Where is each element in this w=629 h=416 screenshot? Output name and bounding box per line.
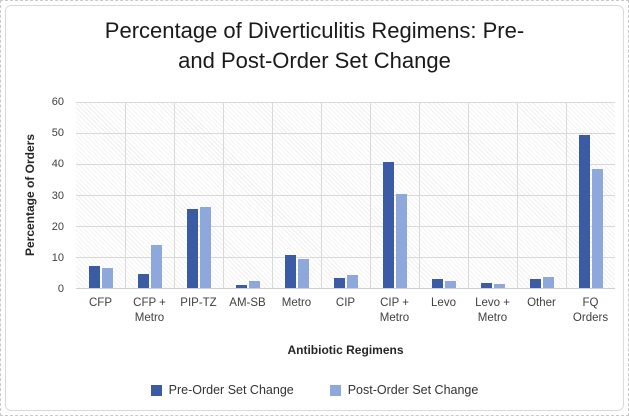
x-axis-tick: CFP	[89, 297, 112, 309]
legend-item-post: Post-Order Set Change	[329, 383, 479, 397]
bar	[333, 278, 345, 288]
bar-group	[321, 102, 370, 288]
bar	[88, 266, 100, 288]
bar	[382, 162, 394, 288]
y-axis: 0 10 20 30 40 50 60	[38, 96, 70, 295]
bar-group	[468, 102, 517, 288]
bar	[199, 206, 211, 288]
gridline-vertical	[370, 102, 371, 288]
x-axis-tick: FQ Orders	[572, 297, 609, 324]
bar	[578, 134, 590, 288]
gridline-vertical	[125, 102, 126, 288]
x-axis-tick: PIP-TZ	[180, 297, 217, 309]
bar	[591, 168, 603, 288]
bars-layer	[76, 102, 615, 288]
bar	[431, 279, 443, 288]
bar	[150, 244, 162, 288]
bar	[480, 282, 492, 288]
gridline-vertical	[272, 102, 273, 288]
legend: Pre-Order Set Change Post-Order Set Chan…	[0, 383, 629, 397]
bar	[101, 268, 113, 288]
gridline-vertical	[174, 102, 175, 288]
x-axis-tick: Levo + Metro	[475, 297, 510, 324]
gridline-horizontal	[76, 164, 615, 165]
gridline-vertical	[321, 102, 322, 288]
bar-group	[223, 102, 272, 288]
bar	[444, 280, 456, 288]
x-axis-tick: CFP + Metro	[133, 297, 166, 324]
y-axis-tick: 30	[51, 189, 64, 202]
bar-group	[125, 102, 174, 288]
x-axis-tick: Other	[527, 297, 556, 309]
x-axis-tick: Metro	[281, 297, 312, 309]
y-axis-tick: 50	[51, 127, 64, 140]
legend-label-pre: Pre-Order Set Change	[168, 383, 294, 397]
x-axis: CFP CFP + Metro PIP-TZ AM-SB Metro CIP CIP + M…	[76, 296, 615, 326]
bar-group	[517, 102, 566, 288]
legend-item-pre: Pre-Order Set Change	[150, 383, 294, 397]
chart-title: Percentage of Diverticulitis Regimens: P…	[104, 18, 525, 73]
bar	[186, 209, 198, 288]
bar	[529, 279, 541, 288]
bar	[542, 276, 554, 288]
bar-group	[566, 102, 615, 288]
legend-label-post: Post-Order Set Change	[347, 383, 479, 397]
x-axis-tick: CIP	[335, 297, 356, 309]
bar	[493, 283, 505, 288]
pre-series-swatch-icon	[150, 384, 162, 396]
bar	[346, 274, 358, 288]
bar-group	[272, 102, 321, 288]
bar	[284, 254, 296, 288]
gridline-vertical	[468, 102, 469, 288]
plot-area	[76, 102, 615, 289]
gridline-vertical	[419, 102, 420, 288]
y-axis-tick: 0	[57, 283, 64, 295]
bar-group	[174, 102, 223, 288]
gridline-horizontal	[76, 226, 615, 227]
x-axis-tick: Levo	[431, 297, 456, 309]
x-axis-title: Antibiotic Regimens	[287, 343, 404, 357]
y-axis-tick: 10	[51, 251, 64, 264]
y-axis-tick: 20	[51, 220, 64, 233]
bar	[137, 273, 149, 288]
gridline-vertical	[517, 102, 518, 288]
gridline-horizontal	[76, 102, 615, 103]
y-axis-tick: 60	[51, 96, 64, 108]
bar-group	[370, 102, 419, 288]
gridline-vertical	[223, 102, 224, 288]
gridline-horizontal	[76, 133, 615, 134]
x-axis-tick: AM-SB	[229, 297, 266, 309]
bar	[297, 259, 309, 288]
y-axis-tick: 40	[51, 158, 64, 171]
gridline-vertical	[566, 102, 567, 288]
bar	[235, 285, 247, 288]
y-axis-title: Percentage of Orders	[23, 133, 37, 257]
post-series-swatch-icon	[329, 384, 341, 396]
gridline-horizontal	[76, 257, 615, 258]
gridline-horizontal	[76, 195, 615, 196]
x-axis-tick: CIP + Metro	[379, 297, 410, 324]
bar	[248, 280, 260, 288]
bar-group	[419, 102, 468, 288]
bar-group	[76, 102, 125, 288]
bar	[395, 194, 407, 288]
